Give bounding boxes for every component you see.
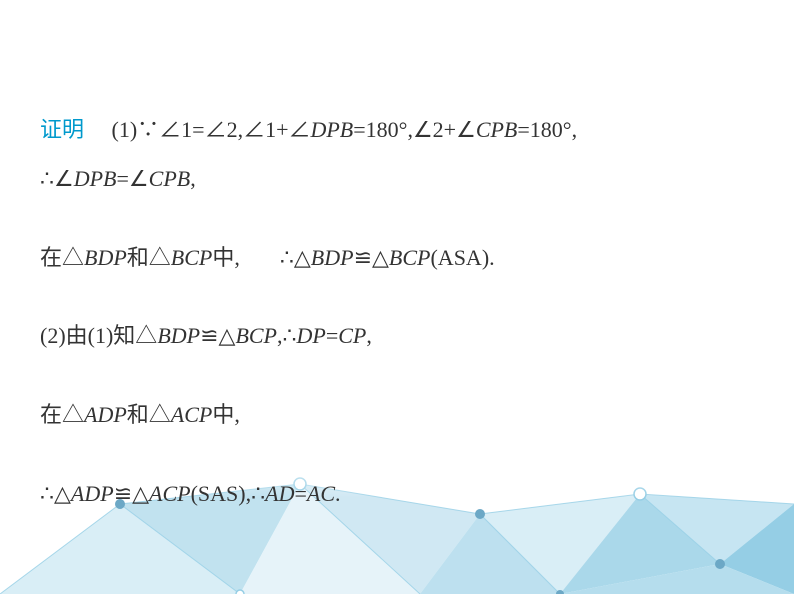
line3b-text: ∴△BDP≌△BCP(ASA).: [280, 243, 495, 274]
line5-text: 在△ADP和△ACP中,: [40, 402, 240, 427]
proof-line-3: 在△BDP和△BCP中, ∴△BDP≌△BCP(ASA).: [40, 243, 754, 274]
line3a-text: 在△BDP和△BCP中,: [40, 243, 240, 274]
proof-content: 证明 (1)∵∠1=∠2,∠1+∠DPB=180°,∠2+∠CPB=180°, …: [0, 0, 794, 510]
proof-line-1: 证明 (1)∵∠1=∠2,∠1+∠DPB=180°,∠2+∠CPB=180°,: [40, 115, 754, 146]
proof-line-6: ∴△ADP≌△ACP(SAS),∴AD=AC.: [40, 479, 754, 510]
line6-text: ∴△ADP≌△ACP(SAS),∴AD=AC.: [40, 481, 341, 506]
proof-line-5: 在△ADP和△ACP中,: [40, 400, 754, 431]
line1-text: (1)∵∠1=∠2,∠1+∠DPB=180°,∠2+∠CPB=180°,: [90, 117, 578, 142]
proof-line-4: (2)由(1)知△BDP≌△BCP,∴DP=CP,: [40, 321, 754, 352]
proof-label: 证明: [40, 117, 84, 142]
line2-text: ∴∠DPB=∠CPB,: [40, 166, 196, 191]
line4-text: (2)由(1)知△BDP≌△BCP,∴DP=CP,: [40, 323, 372, 348]
proof-line-2: ∴∠DPB=∠CPB,: [40, 164, 754, 195]
